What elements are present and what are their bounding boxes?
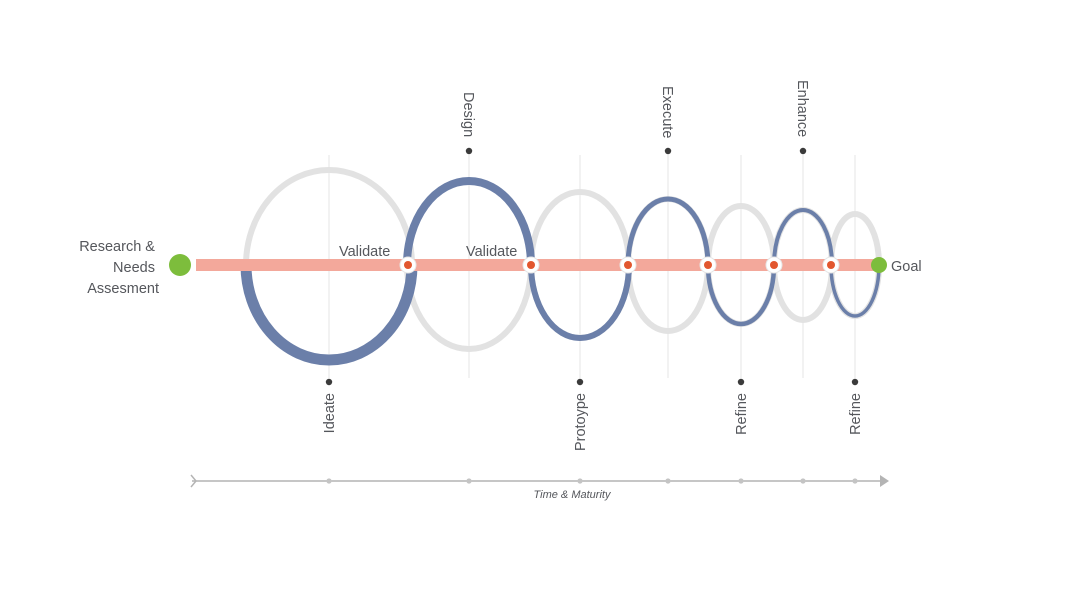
goal-node [871, 257, 887, 273]
axis-tick [326, 478, 332, 484]
blue-arc-prototype [528, 262, 632, 341]
axis-tick [466, 478, 472, 484]
validate-label-2: Validate [466, 244, 517, 260]
crossing-node-3 [619, 256, 637, 274]
refine-dot-1 [737, 378, 745, 386]
execute-dot [664, 147, 672, 155]
time-axis: Time & Maturity [190, 474, 889, 501]
blue-arc-design [403, 177, 535, 269]
blue-arc-execute [625, 196, 711, 268]
crossing-node-5 [765, 256, 783, 274]
crossing-node-6 [822, 256, 840, 274]
axis-tick [665, 478, 671, 484]
crossing-nodes [399, 256, 840, 274]
ideate-dot [325, 378, 333, 386]
axis-tick [738, 478, 744, 484]
enhance-dot [799, 147, 807, 155]
design-dot [465, 147, 473, 155]
blue-arc-refine-2 [829, 263, 881, 318]
stage-label-refine-2: Refine [848, 393, 864, 435]
stage-label-design: Design [460, 92, 476, 137]
start-label-line-3: Assesment [87, 281, 159, 297]
start-node [169, 254, 191, 276]
crossing-node-2 [522, 256, 540, 274]
stage-label-prototype: Protoype [573, 393, 589, 451]
time-axis-arrow-icon [880, 475, 889, 487]
stage-label-refine-1: Refine [734, 393, 750, 435]
blue-arc-refine-1 [705, 262, 777, 327]
validate-label-1: Validate [339, 244, 390, 260]
prototype-dot [576, 378, 584, 386]
goal-label: Goal [891, 259, 922, 275]
stage-label-enhance: Enhance [794, 80, 810, 137]
crossing-node-4 [699, 256, 717, 274]
lower-stage-dots [325, 378, 859, 386]
blue-spiral [240, 177, 881, 366]
refine-dot-2 [851, 378, 859, 386]
time-axis-start-chevron-icon [190, 474, 197, 488]
start-label: Research & Needs Assesment [79, 239, 159, 297]
stage-label-execute: Execute [659, 86, 675, 138]
axis-tick [852, 478, 858, 484]
stage-label-ideate: Ideate [322, 393, 338, 433]
axis-tick [800, 478, 806, 484]
upper-stage-dots [465, 147, 807, 155]
start-label-line-1: Research & [79, 239, 155, 255]
time-axis-label: Time & Maturity [534, 489, 612, 501]
start-label-line-2: Needs [113, 260, 155, 276]
blue-arc-enhance [772, 208, 834, 267]
axis-tick [577, 478, 583, 484]
time-axis-ticks [326, 478, 858, 484]
crossing-node-1 [399, 256, 417, 274]
blue-arc-ideate [240, 259, 418, 366]
